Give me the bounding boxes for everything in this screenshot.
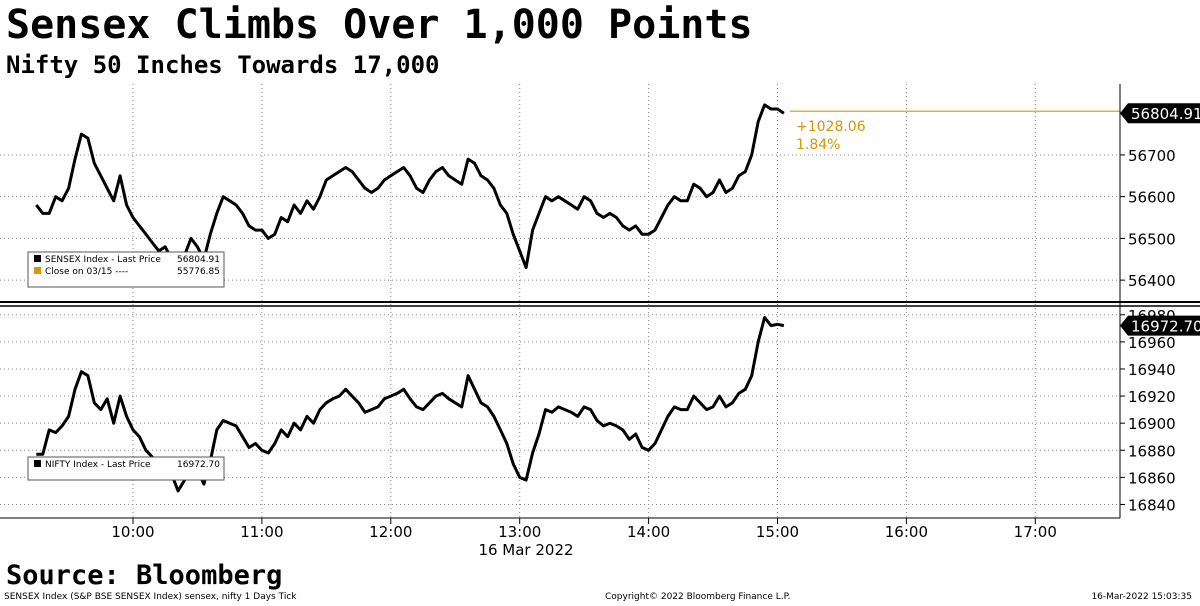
legend-label: Close on 03/15 ---- <box>45 267 128 277</box>
legend-swatch <box>34 255 41 262</box>
y-tick-label: 56500 <box>1128 230 1176 248</box>
y-tick-label: 56700 <box>1128 147 1176 165</box>
x-tick-label: 13:00 <box>498 523 541 541</box>
legend-label: NIFTY Index - Last Price <box>45 460 151 470</box>
y-tick-label: 16960 <box>1128 334 1176 352</box>
x-date-label: 16 Mar 2022 <box>478 541 573 559</box>
x-tick-label: 17:00 <box>1014 523 1057 541</box>
x-tick-label: 14:00 <box>627 523 670 541</box>
x-tick-label: 12:00 <box>369 523 412 541</box>
x-tick-label: 15:00 <box>756 523 799 541</box>
axis-layer <box>0 84 1200 524</box>
legend-label: SENSEX Index - Last Price <box>45 255 161 265</box>
y-tick-label: 16920 <box>1128 388 1176 406</box>
legend-value: 56804.91 <box>177 255 220 265</box>
y-tick-label: 56600 <box>1128 189 1176 207</box>
source-label: Source: Bloomberg <box>6 560 283 591</box>
change-pct-label: 1.84% <box>796 137 840 153</box>
legend-swatch <box>34 267 41 274</box>
chart-subtitle: Nifty 50 Inches Towards 17,000 <box>6 51 440 79</box>
last-value-box <box>1120 315 1200 336</box>
series-line <box>35 103 785 270</box>
last-value-label: 16972.70 <box>1131 318 1200 336</box>
x-tick-label: 10:00 <box>111 523 154 541</box>
y-tick-label: 56400 <box>1128 272 1176 290</box>
y-tick-label: 16880 <box>1128 442 1176 460</box>
last-value-tag: 16972.70 <box>1120 315 1200 336</box>
last-value-label: 56804.91 <box>1131 105 1200 123</box>
legend-value: 55776.85 <box>177 267 220 277</box>
label-layer: 10:00 11:00 12:00 13:00 14:00 15:00 16:00 17:00… <box>27 103 1200 559</box>
legend-box <box>27 251 225 288</box>
legend-box <box>27 456 225 481</box>
x-tick-label: 11:00 <box>240 523 283 541</box>
last-value-box <box>1120 103 1200 124</box>
legend: SENSEX Index - Last Price 56804.91 Close o… <box>27 251 225 288</box>
footer-left: SENSEX Index (S&P BSE SENSEX Index) sens… <box>4 592 297 602</box>
chart-title: Sensex Climbs Over 1,000 Points <box>6 2 753 48</box>
legend-swatch <box>34 460 41 467</box>
legend-value: 16972.70 <box>177 460 220 470</box>
y-tick-label: 16900 <box>1128 415 1176 433</box>
change-label: +1028.06 <box>796 119 866 135</box>
y-tick-label: 16940 <box>1128 361 1176 379</box>
y-tick-label: 16860 <box>1128 469 1176 487</box>
series-layer <box>35 103 785 493</box>
legend: NIFTY Index - Last Price 16972.70 <box>27 456 225 481</box>
x-tick-label: 16:00 <box>885 523 928 541</box>
footer-timestamp: 16-Mar-2022 15:03:35 <box>1091 592 1192 602</box>
y-tick-label: 16840 <box>1128 496 1176 514</box>
footer-copyright: Copyright© 2022 Bloomberg Finance L.P. <box>605 592 791 602</box>
last-value-tag: 56804.91 <box>1120 103 1200 124</box>
